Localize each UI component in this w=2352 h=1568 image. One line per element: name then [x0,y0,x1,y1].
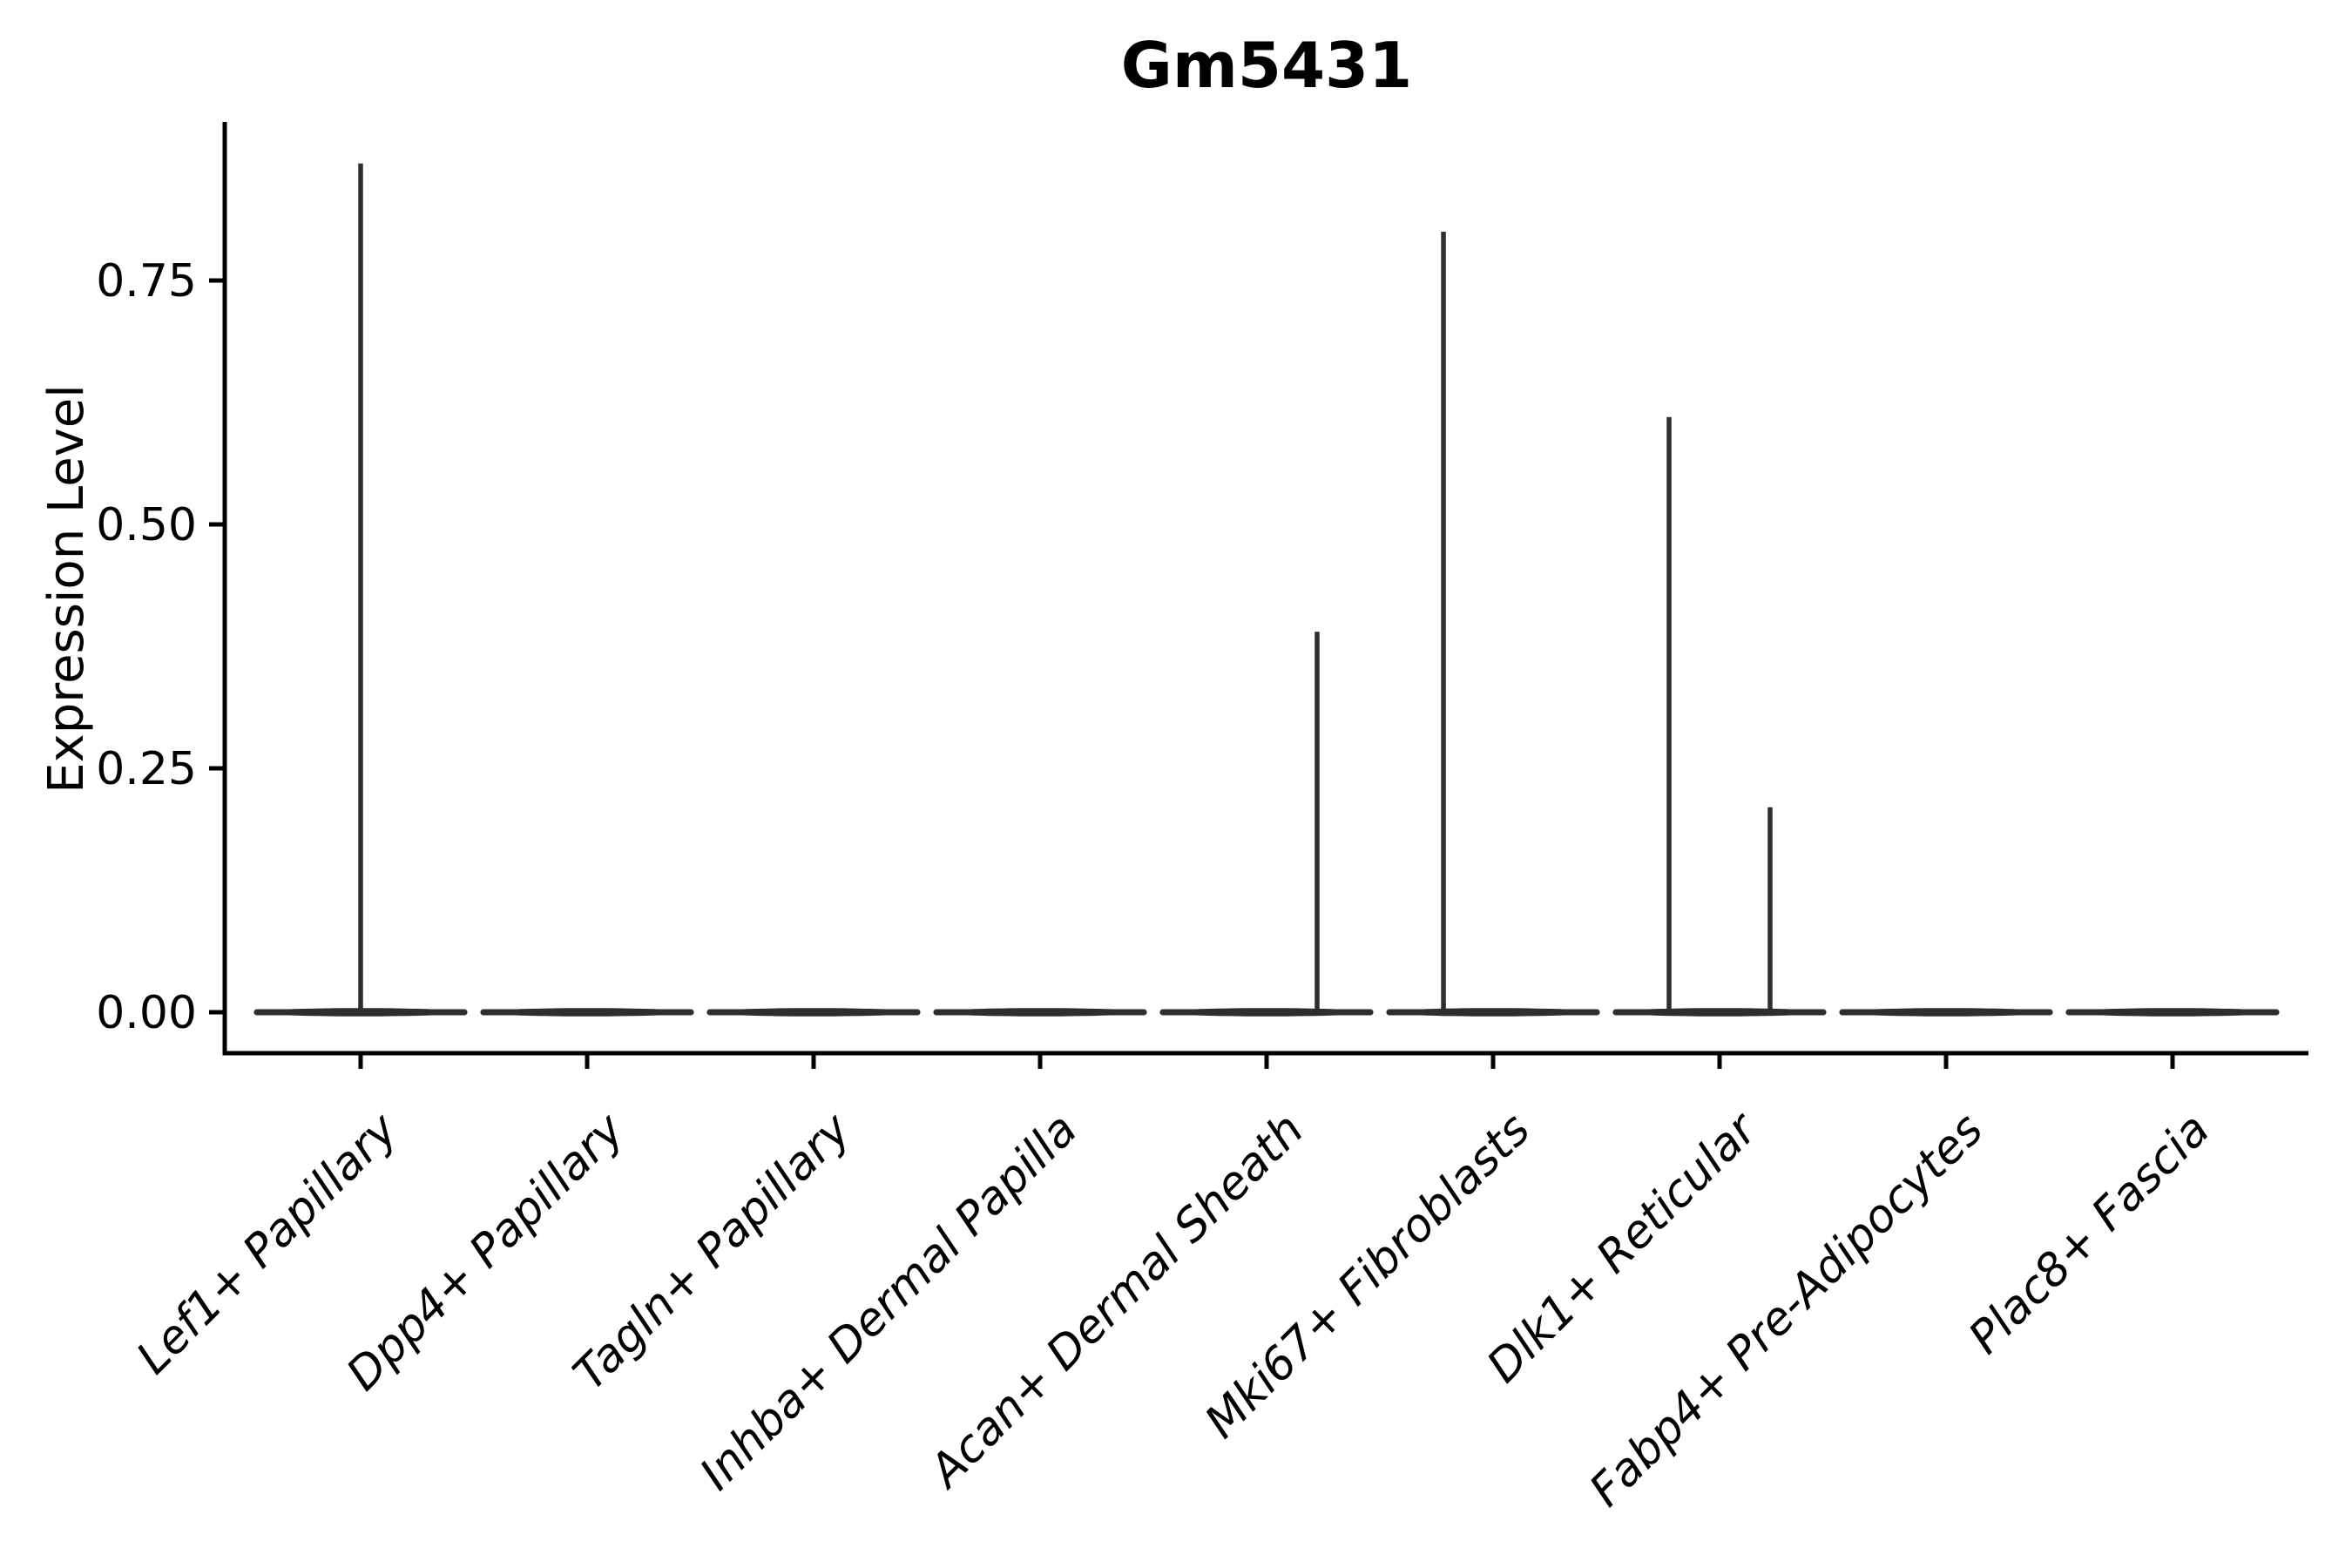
y-axis-ticks: 0.00 0.25 0.50 0.75 [96,255,225,1039]
violin-body-bulge [1842,1008,2051,1017]
violin-body-bulge [1162,1008,1371,1017]
violins [253,163,2280,1017]
violin-body-bulge [483,1008,692,1017]
y-tick-label: 0.00 [96,987,197,1039]
y-axis-label: Expression Level [38,384,95,794]
violin-body-bulge [1615,1008,1824,1017]
violin [1839,1008,2053,1017]
violin-body-bulge [1389,1008,1598,1017]
chart-title: Gm5431 [1121,29,1413,102]
violin-body-bulge [936,1008,1145,1017]
violin [706,1008,921,1017]
y-tick-label: 0.50 [96,499,197,551]
violin-body-bulge [709,1008,918,1017]
violin [1612,416,1827,1017]
violin-body-bulge [2068,1008,2277,1017]
violin [253,163,468,1017]
violin-body-bulge [256,1008,465,1017]
violin [1159,632,1374,1017]
y-tick-label: 0.25 [96,743,197,795]
violin [2065,1008,2280,1017]
violin [933,1008,1147,1017]
violin [1386,232,1600,1017]
violin [480,1008,694,1017]
y-tick-label: 0.75 [96,255,197,308]
